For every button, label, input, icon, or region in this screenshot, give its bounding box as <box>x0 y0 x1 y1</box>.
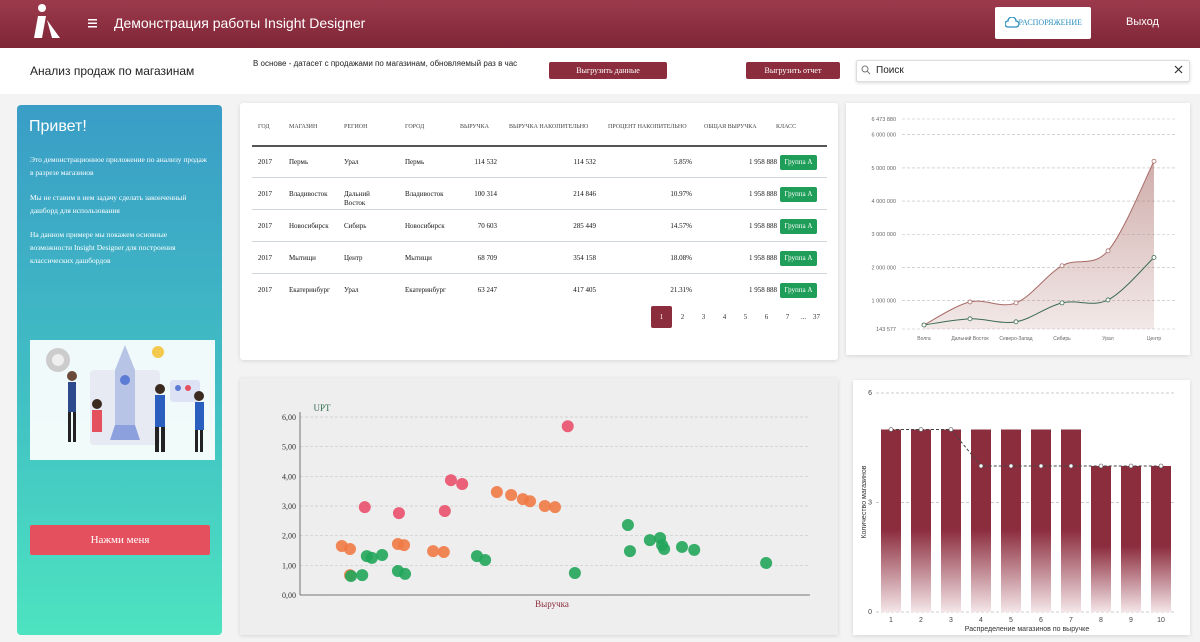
welcome-text: Это демонстрационное приложение по анали… <box>30 155 207 177</box>
column-header: ПРОЦЕНТ НАКОПИТЕЛЬНО <box>608 124 687 130</box>
table-cell: 114 532 <box>573 158 597 166</box>
table-cell: Екатеринбург <box>405 286 446 294</box>
table-cell: Екатеринбург <box>289 286 330 294</box>
column-header: ГОРОД <box>405 124 425 130</box>
table-cell: 285 449 <box>573 222 596 230</box>
table-cell: Владивосток <box>405 190 444 198</box>
page-button[interactable]: 5 <box>743 313 748 321</box>
page-button[interactable]: 7 <box>785 313 790 321</box>
search-box[interactable] <box>856 60 1190 82</box>
row-divider <box>252 241 827 242</box>
table-cell: 68 709 <box>477 254 497 262</box>
column-header: КЛАСС <box>776 124 797 130</box>
table-cell: Центр <box>344 254 363 262</box>
scatter-chart-card <box>240 378 838 635</box>
table-cell: 354 158 <box>573 254 596 262</box>
table-cell: 417 405 <box>573 286 596 294</box>
welcome-text: На данном примере мы покажем основные во… <box>30 230 176 265</box>
class-badge: Группа А <box>780 251 817 266</box>
class-badge: Группа А <box>780 283 817 298</box>
table-cell: 1 958 888 <box>749 222 777 230</box>
table-cell: Урал <box>344 286 359 294</box>
table-cell: 2017 <box>258 222 272 230</box>
illustration <box>30 340 215 460</box>
row-divider <box>252 177 827 178</box>
bar-chart-card <box>853 380 1190 635</box>
welcome-title: Привет! <box>29 118 87 135</box>
logout-link[interactable]: Выход <box>1126 16 1159 28</box>
table-cell: 2017 <box>258 254 272 262</box>
table-cell: 63 247 <box>477 286 497 294</box>
table-cell: 14.57% <box>670 222 692 230</box>
table-cell: 1 958 888 <box>749 158 777 166</box>
table-cell: Владивосток <box>289 190 328 198</box>
export-data-button[interactable]: Выгрузить данные <box>549 62 667 79</box>
class-badge: Группа А <box>780 219 817 234</box>
table-cell: Мытищи <box>405 254 432 262</box>
page-button[interactable]: ... <box>800 313 807 321</box>
table-cell: 2017 <box>258 158 272 166</box>
class-badge: Группа А <box>780 155 817 170</box>
table-cell: 1 958 888 <box>749 254 777 262</box>
table-cell: 100 314 <box>474 190 497 198</box>
menu-icon[interactable] <box>88 18 98 28</box>
welcome-text: Мы не ставим в нем задачу сделать законч… <box>30 193 187 215</box>
table-cell: 21.31% <box>670 286 692 294</box>
table-cell: Новосибирск <box>405 222 445 230</box>
table-cell: 1 958 888 <box>749 286 777 294</box>
table-cell: 10.97% <box>670 190 692 198</box>
description: В основе - датасет с продажами по магази… <box>253 59 518 68</box>
class-badge: Группа А <box>780 187 817 202</box>
table-cell: 2017 <box>258 190 272 198</box>
table-cell: 114 532 <box>474 158 498 166</box>
clear-icon[interactable] <box>1174 65 1184 75</box>
order-button[interactable]: РАСПОРЯЖЕНИЕ <box>995 7 1091 39</box>
table-cell: Пермь <box>289 158 309 166</box>
column-header: МАГАЗИН <box>289 124 318 130</box>
export-report-button[interactable]: Выгрузить отчет <box>746 62 840 79</box>
page-title: Анализ продаж по магазинам <box>30 64 195 78</box>
logo[interactable] <box>30 2 64 42</box>
row-divider <box>252 209 827 210</box>
page-button[interactable]: 6 <box>764 313 769 321</box>
table-cell: Пермь <box>405 158 425 166</box>
table-cell: Сибирь <box>344 222 367 230</box>
column-header: РЕГИОН <box>344 124 368 130</box>
table-cell: 70 603 <box>477 222 497 230</box>
table-cell: Дальний Восток <box>344 190 370 207</box>
header-divider <box>252 145 827 147</box>
cloud-icon <box>1005 17 1019 28</box>
table-cell: Новосибирск <box>289 222 329 230</box>
table-cell: 2017 <box>258 286 272 294</box>
search-placeholder: Поиск <box>876 65 904 76</box>
column-header: ВЫРУЧКА <box>460 124 489 130</box>
page-button[interactable]: 2 <box>680 313 685 321</box>
page-button[interactable]: 4 <box>722 313 727 321</box>
column-header: ГОД <box>258 124 270 130</box>
page-button[interactable]: 37 <box>813 313 820 321</box>
column-header: ОБЩАЯ ВЫРУЧКА <box>704 124 757 130</box>
page-button[interactable]: 3 <box>701 313 706 321</box>
table-cell: 5.85% <box>673 158 692 166</box>
page-button[interactable]: 1 <box>651 306 672 328</box>
row-divider <box>252 273 827 274</box>
table-cell: Мытищи <box>289 254 316 262</box>
table-cell: Урал <box>344 158 359 166</box>
welcome-button[interactable]: Нажми меня <box>30 525 210 555</box>
app-title: Демонстрация работы Insight Designer <box>114 15 366 31</box>
search-icon <box>861 65 871 75</box>
table-cell: 18.08% <box>670 254 692 262</box>
table-cell: 1 958 888 <box>749 190 777 198</box>
area-chart-card <box>846 103 1190 355</box>
column-header: ВЫРУЧКА НАКОПИТЕЛЬНО <box>509 124 589 130</box>
table-cell: 214 846 <box>573 190 596 198</box>
